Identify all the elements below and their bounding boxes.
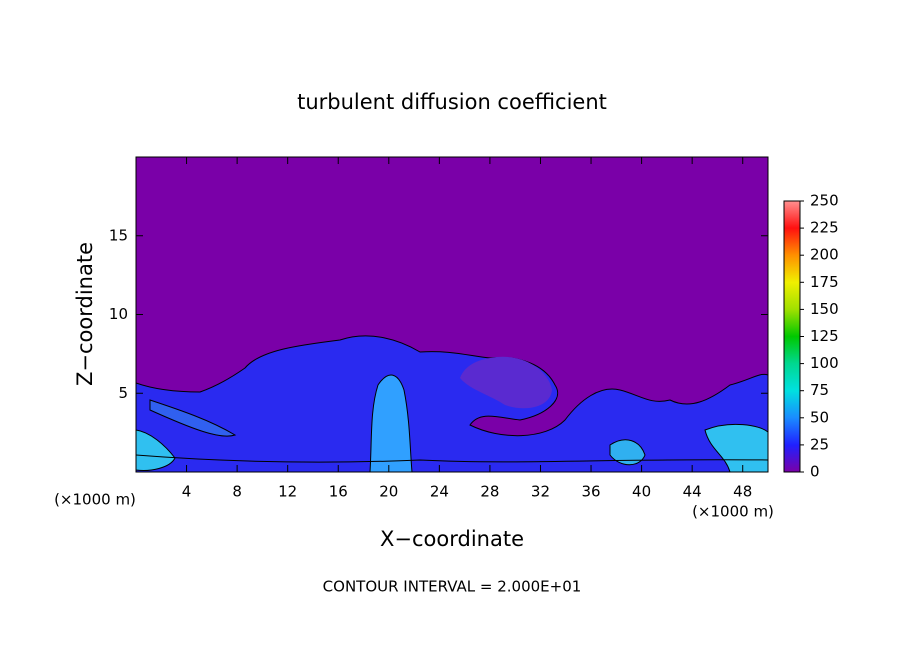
x-tick-label: 20 bbox=[379, 483, 398, 501]
field bbox=[136, 157, 768, 472]
field-region bbox=[136, 335, 768, 472]
colorbar-tick-label: 150 bbox=[810, 300, 839, 318]
x-unit-label: (×1000 m) bbox=[692, 503, 774, 521]
y-tick-label: 15 bbox=[109, 226, 128, 244]
x-tick-label: 16 bbox=[329, 483, 348, 501]
y-tick-label: 5 bbox=[118, 384, 128, 402]
x-tick-label: 8 bbox=[232, 483, 242, 501]
colorbar-tick-label: 175 bbox=[810, 273, 839, 291]
colorbar bbox=[783, 200, 801, 473]
x-tick-label: 24 bbox=[430, 483, 449, 501]
field-region bbox=[460, 356, 552, 409]
colorbar-tick-label: 250 bbox=[810, 192, 839, 210]
colorbar-tick-label: 100 bbox=[810, 354, 839, 372]
x-tick-label: 36 bbox=[581, 483, 600, 501]
field-region bbox=[149, 399, 237, 437]
x-tick-label: 44 bbox=[683, 483, 702, 501]
colorbar-tick-label: 75 bbox=[810, 381, 829, 399]
x-unit-label: (×1000 m) bbox=[54, 491, 136, 509]
field-contour bbox=[136, 454, 768, 463]
x-tick-label: 48 bbox=[733, 483, 752, 501]
colorbar-tick-label: 25 bbox=[810, 435, 829, 453]
footer: CONTOUR INTERVAL = 2.000E+01 bbox=[323, 578, 582, 596]
colorbar-tick-label: 0 bbox=[810, 463, 820, 481]
colorbar-tick-label: 225 bbox=[810, 219, 839, 237]
x-tick-label: 12 bbox=[278, 483, 297, 501]
y-tick-label: 10 bbox=[109, 305, 128, 323]
chart-title: turbulent diffusion coefficient bbox=[297, 90, 607, 114]
x-tick-label: 32 bbox=[531, 483, 550, 501]
field-region bbox=[369, 374, 413, 472]
x-tick-label: 40 bbox=[632, 483, 651, 501]
colorbar-tick-label: 125 bbox=[810, 327, 839, 345]
x-tick-label: 4 bbox=[182, 483, 192, 501]
colorbar-tick-label: 200 bbox=[810, 246, 839, 264]
colorbar-tick-label: 50 bbox=[810, 408, 829, 426]
y-axis-label: Z−coordinate bbox=[73, 242, 97, 386]
x-axis-label: X−coordinate bbox=[380, 527, 524, 551]
x-tick-label: 28 bbox=[480, 483, 499, 501]
